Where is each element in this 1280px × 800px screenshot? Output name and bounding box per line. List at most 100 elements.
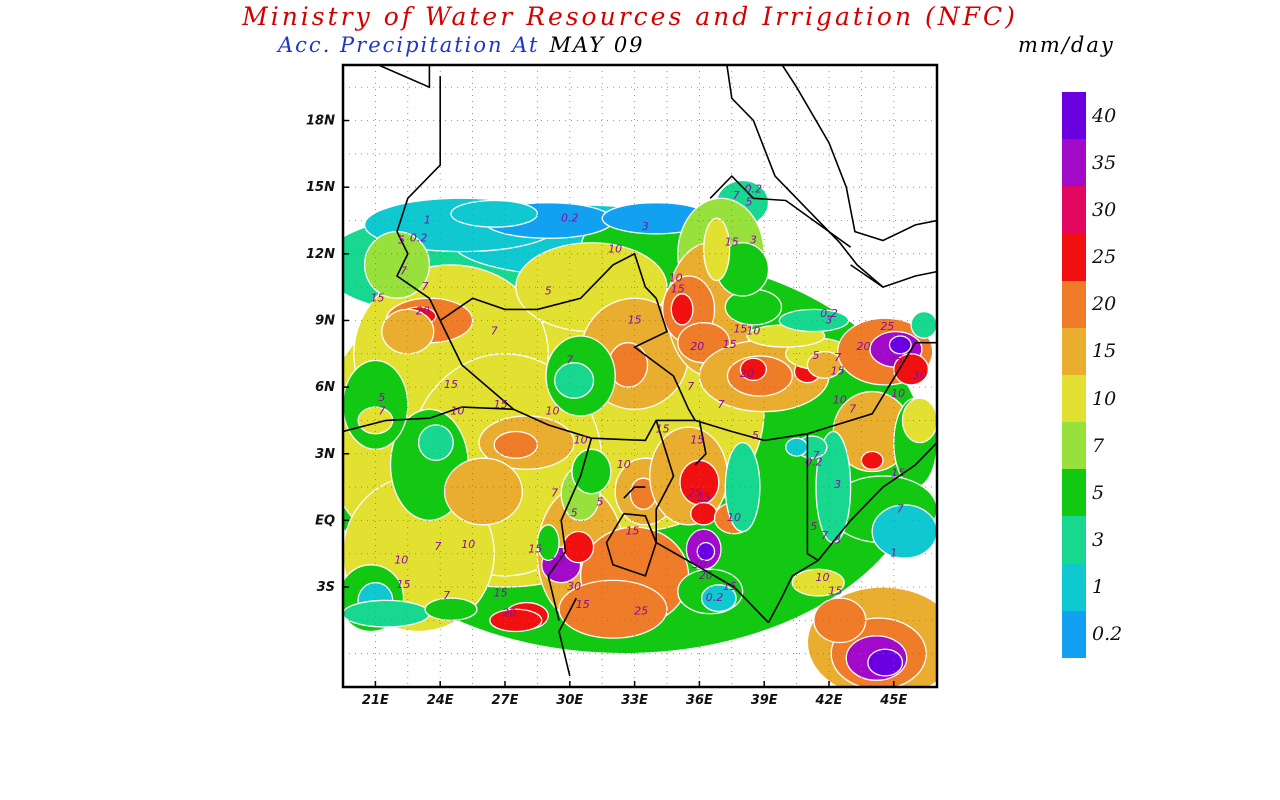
x-tick-label: 36E xyxy=(686,693,713,708)
contour-value-label: 10 xyxy=(891,387,905,400)
precipitation-contour-region xyxy=(696,541,716,562)
contour-value-label: 15 xyxy=(831,365,845,378)
precipitation-contour-region xyxy=(571,448,612,495)
contour-value-label: 1 xyxy=(424,214,431,227)
contour-value-label: 7 xyxy=(551,487,558,500)
contour-value-label: 15 xyxy=(723,580,737,593)
contour-value-label: 25 xyxy=(697,491,711,504)
border-line xyxy=(767,442,937,623)
precipitation-contour-region xyxy=(860,450,884,470)
x-tick-label: 24E xyxy=(427,693,454,708)
y-tick-label: 3N xyxy=(315,447,335,462)
border-line xyxy=(655,541,770,624)
y-tick-label: 21N xyxy=(306,60,335,62)
contour-value-label: 15 xyxy=(494,587,508,600)
contour-value-label: 0.2 xyxy=(561,211,579,224)
contour-value-label: 15 xyxy=(396,578,410,591)
color-legend: 0.2 1 3 5 7 10 15 20 25 30 35 40 xyxy=(1060,91,1180,672)
contour-value-label: 15 xyxy=(671,282,685,295)
contour-value-label: 3 xyxy=(826,313,833,326)
border-line xyxy=(395,76,441,321)
contour-value-label: 10 xyxy=(450,405,464,418)
legend-swatch xyxy=(1062,516,1086,564)
precipitation-contour-region xyxy=(703,217,731,282)
country-borders xyxy=(343,65,937,677)
contour-value-label: 20 xyxy=(699,569,713,582)
contour-value-label: 15 xyxy=(494,398,508,411)
contour-value-label: 7 xyxy=(821,529,828,542)
legend-label: 7 xyxy=(1092,434,1105,457)
border-line xyxy=(439,252,657,322)
contour-value-label: 10 xyxy=(546,405,560,418)
precipitation-contour-region xyxy=(536,524,560,562)
contour-label-layer: 0.20.20.20.20.20.21133333555555555577777… xyxy=(371,182,927,619)
border-line xyxy=(633,298,696,421)
legend-label: 1 xyxy=(1092,576,1105,599)
precipitation-contour-region xyxy=(417,424,454,462)
contour-value-label: 15 xyxy=(733,322,747,335)
contour-value-label: 3 xyxy=(750,233,757,246)
contour-value-label: 0.2 xyxy=(706,591,724,604)
contour-value-label: 5 xyxy=(558,547,565,560)
contour-value-label: 15 xyxy=(444,378,458,391)
contour-value-label: 10 xyxy=(727,511,741,524)
map-canvas: 0.20.20.20.20.20.21133333555555555577777… xyxy=(306,47,939,708)
contour-value-label: 7 xyxy=(813,449,820,462)
border-line xyxy=(850,264,937,288)
border-line xyxy=(726,65,884,288)
contour-value-label: 7 xyxy=(834,351,841,364)
precipitation-contour-region xyxy=(562,530,595,564)
contour-value-label: 5 xyxy=(810,520,817,533)
contour-value-label: 15 xyxy=(576,598,590,611)
contour-value-label: 7 xyxy=(718,398,725,411)
x-tick-label: 42E xyxy=(815,693,843,708)
contour-value-label: 5 xyxy=(813,349,820,362)
contour-value-label: 7 xyxy=(733,189,740,202)
border-line xyxy=(694,341,937,442)
subtitle-prefix: Acc. Precipitation At xyxy=(278,33,540,57)
precipitation-contour-region xyxy=(910,310,937,339)
contour-value-label: 30 xyxy=(913,369,927,382)
contour-value-label: 3 xyxy=(834,533,841,546)
contour-value-label: 10 xyxy=(617,458,631,471)
x-tick-label: 39E xyxy=(751,693,778,708)
precipitation-contour-region xyxy=(670,293,694,326)
contour-value-label: 30 xyxy=(692,558,706,571)
contour-value-label: 7 xyxy=(435,540,442,553)
contour-value-label: 5 xyxy=(545,285,552,298)
contour-value-label: 10 xyxy=(394,553,408,566)
legend-label: 30 xyxy=(1092,198,1117,221)
contour-value-label: 10 xyxy=(550,556,564,569)
contour-value-label: 0.2 xyxy=(805,456,823,469)
contour-value-label: 7 xyxy=(378,405,385,418)
contour-value-label: 10 xyxy=(461,538,475,551)
precipitation-contour-region xyxy=(778,308,850,333)
contour-value-label: 5 xyxy=(746,196,753,209)
border-line xyxy=(781,65,937,242)
precipitation-contour-region xyxy=(443,457,523,526)
contour-value-label: 7 xyxy=(443,589,450,602)
border-line xyxy=(343,406,514,433)
contour-value-label: 0.2 xyxy=(410,231,428,244)
legend-label: 20 xyxy=(1092,293,1117,316)
subtitle-date: MAY 09 xyxy=(549,33,645,57)
contour-value-label: 5 xyxy=(752,429,759,442)
legend-label: 0.2 xyxy=(1092,623,1123,646)
legend-label: 35 xyxy=(1092,151,1117,174)
precipitation-contour-region xyxy=(888,335,912,355)
legend-swatch xyxy=(1062,610,1086,658)
legend-label: 10 xyxy=(1092,387,1117,410)
precipitation-contour-region xyxy=(424,597,478,622)
legend-label: 40 xyxy=(1092,104,1117,127)
contour-value-label: 15 xyxy=(528,542,542,555)
x-tick-label: 45E xyxy=(879,693,907,708)
map-title: Ministry of Water Resources and Irrigati… xyxy=(242,2,1018,31)
contour-value-label: 20 xyxy=(502,607,516,620)
contour-value-label: 7 xyxy=(491,325,498,338)
precipitation-map: 0.2 0.2 0.2 0.2 0.2 0.2 1 1 3 3 3 3 3 5 5 5 5 5 5 5 5 5 5 7 7 7 7 7… xyxy=(280,47,950,714)
contour-value-label: 7 xyxy=(849,402,856,415)
contour-value-label: 7 xyxy=(687,380,694,393)
precipitation-contour-region xyxy=(791,568,845,597)
border-line xyxy=(623,486,646,499)
precipitation-contour-region xyxy=(493,430,539,459)
